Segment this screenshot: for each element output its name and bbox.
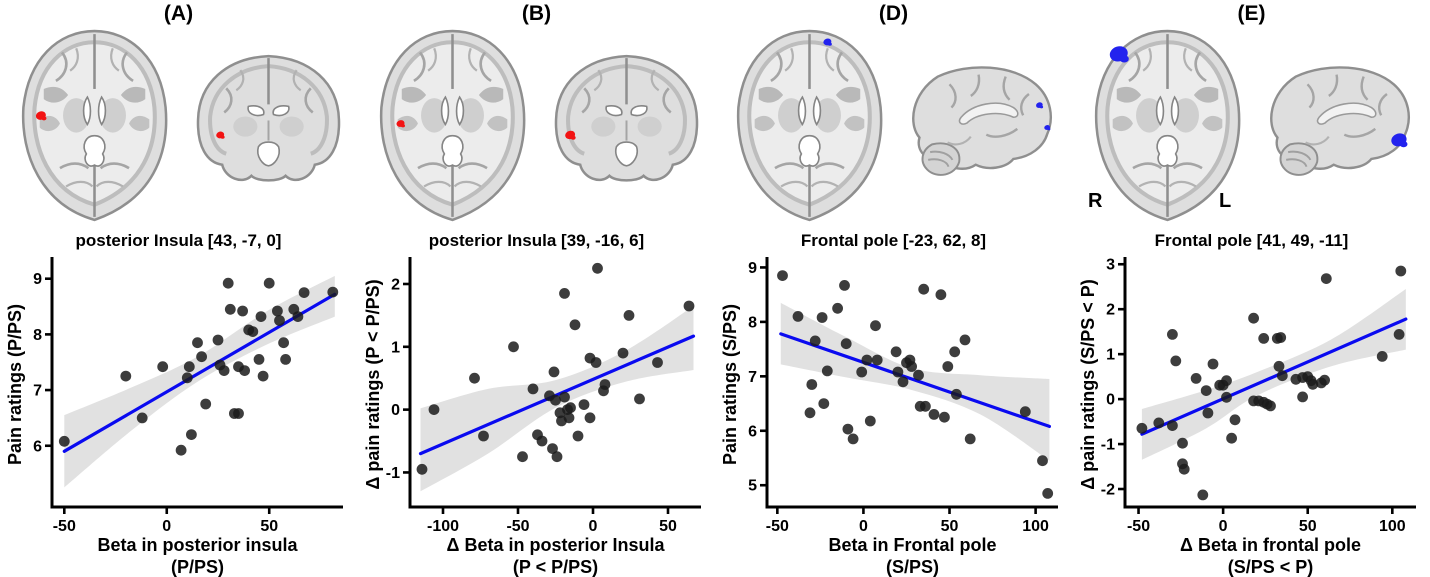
svg-text:(S/PS < P): (S/PS < P) xyxy=(1228,557,1314,577)
coronal-brain-image xyxy=(554,54,699,182)
svg-text:50: 50 xyxy=(659,518,677,535)
panel-letter-d: (D) xyxy=(878,2,909,25)
svg-text:Δ pain ratings (S/PS < P): Δ pain ratings (S/PS < P) xyxy=(1078,279,1098,489)
svg-text:0: 0 xyxy=(1219,518,1228,535)
svg-text:-50: -50 xyxy=(506,518,529,535)
svg-text:1: 1 xyxy=(391,339,400,356)
sagittal-brain-image xyxy=(1270,66,1410,176)
svg-text:-1: -1 xyxy=(1101,437,1115,454)
orientation-label-right-hemisphere: R xyxy=(1088,190,1103,212)
axial-brain-image xyxy=(21,29,168,222)
svg-text:Pain ratings (S/PS): Pain ratings (S/PS) xyxy=(720,304,740,465)
region-label: posterior Insula [43, -7, 0] xyxy=(75,231,282,250)
scatter-plot-delta-pain-vs-delta-beta-posterior-insula: -100 -50 0 50 -1 0 1 2 Δ pain ratings (P < P/PS)… xyxy=(363,257,701,577)
panel-B: (B) posterior Insula [39, -16, 6] -100 -5… xyxy=(358,0,715,577)
svg-text:0: 0 xyxy=(391,402,400,419)
svg-text:50: 50 xyxy=(260,518,278,535)
svg-text:-1: -1 xyxy=(386,465,400,482)
svg-text:(P < P/PS): (P < P/PS) xyxy=(513,557,598,577)
panel-D: (D) Frontal pole [-23, 62, 8] -50 0 50 100 5… xyxy=(715,0,1072,577)
svg-text:8: 8 xyxy=(33,327,42,344)
svg-text:100: 100 xyxy=(1379,518,1406,535)
panel-letter-b: (B) xyxy=(521,2,552,25)
svg-text:Δ Beta in posterior Insula: Δ Beta in posterior Insula xyxy=(447,535,666,555)
svg-text:9: 9 xyxy=(33,271,42,288)
svg-text:-2: -2 xyxy=(1101,482,1115,499)
scatter-plot-pain-vs-beta-frontal-pole: -50 0 50 100 5 6 7 8 9 Pain ratings (S/PS) Beta in… xyxy=(720,257,1058,577)
svg-text:9: 9 xyxy=(748,260,757,277)
panel-E: (E) R L Frontal pole [41, 49, -11] -50 0 5… xyxy=(1073,0,1430,577)
axial-brain-image xyxy=(1094,29,1241,222)
svg-text:Δ Beta in frontal pole: Δ Beta in frontal pole xyxy=(1180,535,1361,555)
region-label: Frontal pole [41, 49, -11] xyxy=(1154,231,1349,250)
coronal-brain-image xyxy=(196,54,341,182)
svg-text:-50: -50 xyxy=(766,518,789,535)
panel-letter-a: (A) xyxy=(163,2,194,25)
svg-text:7: 7 xyxy=(748,369,757,386)
sagittal-brain-image xyxy=(912,66,1052,176)
region-label: posterior Insula [39, -16, 6] xyxy=(428,231,645,250)
svg-text:-50: -50 xyxy=(1127,518,1150,535)
svg-text:-100: -100 xyxy=(427,518,459,535)
axial-brain-image xyxy=(379,29,526,222)
axial-brain-image xyxy=(736,29,883,222)
svg-text:2: 2 xyxy=(391,276,400,293)
svg-text:8: 8 xyxy=(748,314,757,331)
svg-text:50: 50 xyxy=(1299,518,1317,535)
svg-text:1: 1 xyxy=(1106,347,1115,364)
svg-text:100: 100 xyxy=(1022,518,1049,535)
svg-text:2: 2 xyxy=(1106,302,1115,319)
svg-text:0: 0 xyxy=(589,518,598,535)
svg-text:7: 7 xyxy=(33,383,42,400)
svg-text:Beta in Frontal pole: Beta in Frontal pole xyxy=(828,535,996,555)
svg-text:Δ pain ratings (P < P/PS): Δ pain ratings (P < P/PS) xyxy=(363,279,383,489)
svg-text:(S/PS): (S/PS) xyxy=(886,557,939,577)
svg-text:6: 6 xyxy=(33,438,42,455)
svg-text:6: 6 xyxy=(748,423,757,440)
region-label: Frontal pole [-23, 62, 8] xyxy=(800,231,987,250)
svg-text:0: 0 xyxy=(859,518,868,535)
svg-text:50: 50 xyxy=(941,518,959,535)
svg-text:3: 3 xyxy=(1106,257,1115,274)
svg-text:Beta in posterior insula: Beta in posterior insula xyxy=(97,535,298,555)
svg-text:0: 0 xyxy=(162,518,171,535)
svg-text:-50: -50 xyxy=(53,518,76,535)
svg-text:(P/PS): (P/PS) xyxy=(171,557,224,577)
scatter-plot-pain-vs-beta-posterior-insula: -50 0 50 6 7 8 9 Pain ratings (P/PS) Beta in pos… xyxy=(5,257,343,577)
svg-text:Pain ratings (P/PS): Pain ratings (P/PS) xyxy=(5,304,25,465)
panel-A: (A) posterior Insula [43, -7, 0] -50 0 50 6… xyxy=(0,0,357,577)
svg-text:0: 0 xyxy=(1106,392,1115,409)
scatter-plot-delta-pain-vs-delta-beta-frontal-pole: -50 0 50 100 -2 -1 0 1 2 3 Δ pain ratings (S/PS < … xyxy=(1078,257,1416,577)
orientation-label-left-hemisphere: L xyxy=(1219,190,1232,212)
panel-letter-e: (E) xyxy=(1237,2,1266,25)
svg-text:5: 5 xyxy=(748,478,757,495)
